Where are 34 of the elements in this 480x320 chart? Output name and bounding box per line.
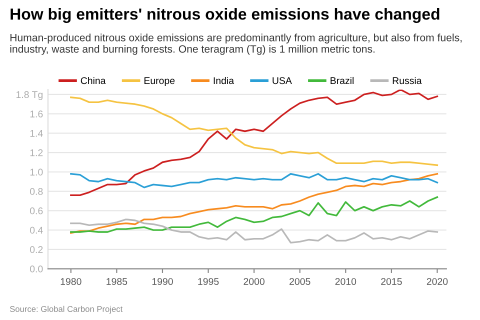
- y-tick-label: 0.6: [30, 207, 43, 214]
- y-tick-label: 0.0: [30, 266, 43, 272]
- legend-label: Brazil: [330, 76, 354, 84]
- y-tick-label: 1.2: [30, 149, 43, 156]
- y-tick-label: 0.8: [30, 188, 43, 195]
- x-tick-label: 2000: [244, 278, 265, 285]
- y-tick-label: 1.6: [30, 110, 43, 118]
- legend-label: India: [214, 76, 234, 84]
- line-series: [70, 173, 438, 188]
- line-series: [70, 196, 438, 233]
- chart-subtitle: Human-produced nitrous oxide emissions are predominantly from agriculture, but also from fuels, industry, waste and burning forests. One teragram (Tg) is 1 million metric tons.: [10, 34, 462, 55]
- x-tick-label: 1985: [106, 278, 128, 285]
- line-series: [70, 90, 438, 196]
- x-tick-label: 1980: [60, 278, 82, 285]
- source-note: Source: Global Carbon Project: [10, 306, 123, 314]
- line-series: [70, 218, 438, 244]
- x-tick-label: 1995: [198, 278, 219, 285]
- legend-label: Europe: [144, 77, 175, 86]
- chart-title: How big emitters' nitrous oxide emissions have changed: [10, 8, 440, 23]
- y-tick-label: 1.0: [30, 168, 43, 176]
- y-tick-label: 1.4: [30, 130, 43, 137]
- legend-label: China: [80, 76, 106, 84]
- y-tick-label: 1.8 Tg: [16, 91, 43, 100]
- legend-label: USA: [272, 77, 292, 84]
- y-tick-label: 0.4: [30, 226, 43, 234]
- x-tick-label: 2010: [335, 278, 356, 285]
- x-tick-label: 2020: [426, 278, 448, 285]
- x-tick-label: 1990: [152, 278, 173, 285]
- x-tick-label: 2005: [290, 278, 310, 285]
- x-tick-label: 2015: [381, 278, 402, 285]
- legend-label: Russia: [392, 76, 422, 84]
- line-series: [70, 173, 438, 234]
- y-tick-label: 0.2: [30, 246, 43, 254]
- line-series: [70, 96, 438, 166]
